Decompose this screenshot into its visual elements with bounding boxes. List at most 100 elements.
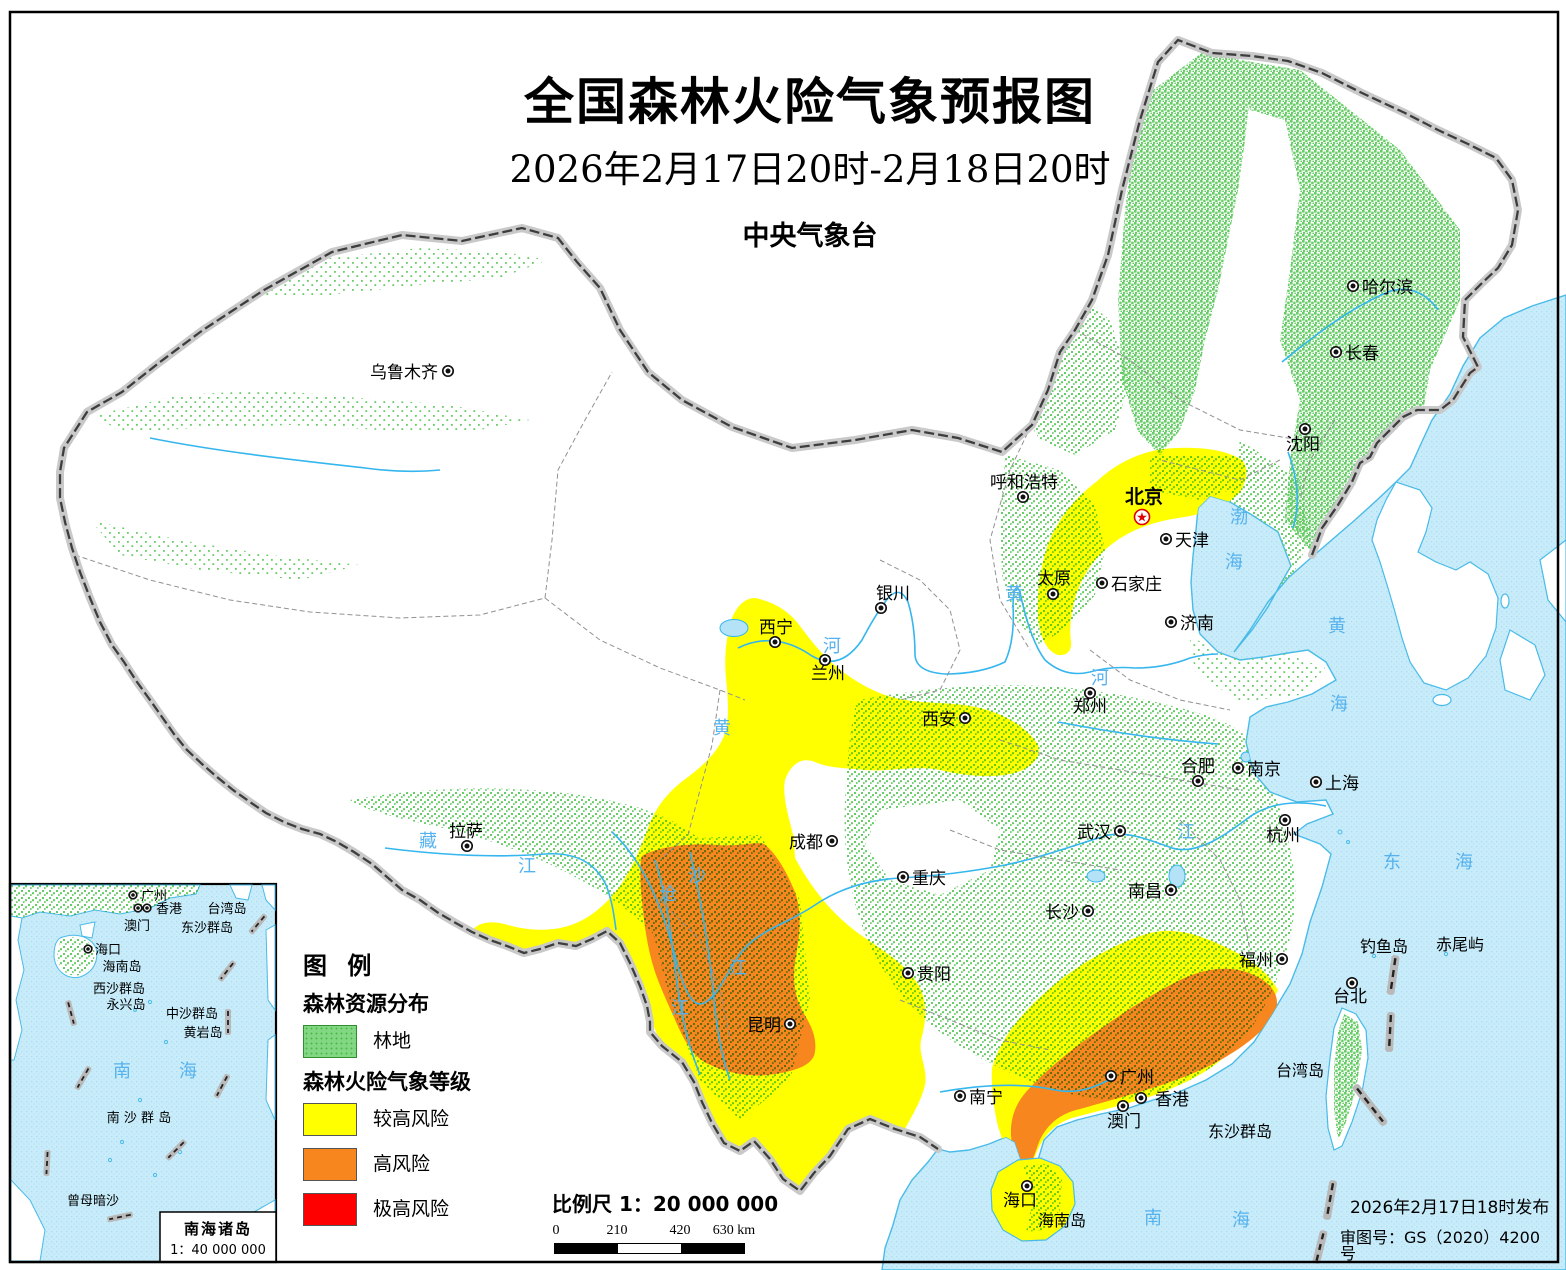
inset-label: 海	[179, 1061, 197, 1082]
inset-city-label: 香港	[156, 902, 182, 917]
city-label: 长春	[1345, 344, 1379, 364]
city: 石家庄	[1095, 575, 1162, 595]
city: 合肥	[1181, 757, 1215, 788]
legend-item-label: 林地	[373, 1030, 412, 1052]
inset-label: 东沙群岛	[181, 920, 233, 936]
inset-label: 台湾岛	[207, 901, 246, 917]
city-label: 上海	[1325, 774, 1359, 794]
inset-city: 广州	[128, 889, 167, 904]
water-label: 东	[1383, 852, 1401, 873]
capital-label: 北京	[1125, 485, 1163, 508]
city: 重庆	[896, 869, 946, 889]
legend-item-high-risk: 高风险	[303, 1148, 533, 1181]
poyang-lake	[1168, 864, 1186, 888]
water-label: 江	[729, 958, 747, 979]
water-label: 海	[1330, 694, 1348, 715]
capital-star-icon: ★	[1136, 511, 1148, 526]
city: 南京	[1231, 760, 1281, 780]
forest-swatch	[303, 1025, 357, 1058]
capital-city: ★ 北京	[1125, 485, 1163, 526]
city-label: 拉萨	[449, 822, 483, 842]
dongting-lake	[1086, 869, 1106, 883]
city-label: 天津	[1175, 531, 1209, 551]
legend-title: 图 例	[303, 952, 378, 980]
city-label: 香港	[1155, 1090, 1189, 1110]
national-border	[56, 36, 1522, 1195]
qinghai-lake	[719, 619, 749, 637]
inset-label: 西沙群岛	[93, 981, 145, 997]
city-label: 银川	[876, 584, 910, 604]
inset-label: 中沙群岛	[166, 1006, 218, 1022]
city-label: 郑州	[1073, 697, 1107, 717]
island-label: 台湾岛	[1276, 1061, 1324, 1080]
map-frame	[8, 10, 1560, 1264]
city: 澳门	[1107, 1099, 1141, 1132]
water-label: 黄	[1005, 584, 1023, 605]
inset-box-title: 南海诸岛	[184, 1220, 252, 1238]
nine-dash-line	[1312, 955, 1400, 1264]
island-label: 海南岛	[1038, 1211, 1086, 1230]
water-label: 沧	[659, 884, 677, 905]
release-info: 2026年2月17日18时发布 审图号：GS（2020）4200号	[1340, 1200, 1555, 1262]
legend: 图 例 森林资源分布 林地 森林火险气象等级 较高风险 高风险 极高风险	[303, 954, 533, 1238]
legend-item-label: 极高风险	[373, 1198, 450, 1220]
island-label: 钓鱼岛	[1360, 937, 1408, 956]
city-label: 济南	[1180, 614, 1214, 634]
scale-tick: 630 km	[712, 1223, 756, 1238]
korea-peninsula	[1371, 481, 1499, 691]
city: 银川	[874, 584, 910, 615]
release-time: 2026年2月17日18时发布	[1350, 1198, 1550, 1218]
scale-bar: 比例尺 1：20 000 000 0 210 420 630 km	[552, 1194, 782, 1258]
city: 西宁	[759, 618, 793, 649]
rivers	[149, 288, 1439, 1093]
water-label: 藏	[419, 831, 437, 852]
island-label: 东沙群岛	[1208, 1122, 1272, 1141]
city-label: 沈阳	[1286, 435, 1320, 455]
inset-box-scale: 1：40 000 000	[170, 1243, 266, 1258]
legend-item-extreme-risk: 极高风险	[303, 1193, 533, 1226]
water-label: 海	[1232, 1210, 1250, 1231]
legend-item-moderate-risk: 较高风险	[303, 1103, 533, 1136]
city-label: 石家庄	[1111, 575, 1162, 595]
legend-forest-heading: 森林资源分布	[303, 992, 429, 1016]
lakes	[719, 619, 1299, 888]
city-label: 南宁	[969, 1088, 1003, 1108]
jeju-island	[1432, 693, 1452, 707]
forecast-period: 2026年2月17日20时-2月18日20时	[509, 148, 1111, 191]
water-label: 河	[823, 636, 841, 657]
scale-title: 比例尺 1：20 000 000	[552, 1192, 779, 1216]
water-label: 海	[1455, 852, 1473, 873]
city-label: 太原	[1037, 569, 1071, 589]
water-label: 南	[1144, 1208, 1162, 1229]
city-label: 长沙	[1045, 903, 1079, 923]
water-label: 江	[1177, 822, 1195, 843]
south-china-sea-inset	[8, 882, 278, 1264]
city: 哈尔滨	[1346, 278, 1413, 298]
city: 昆明	[747, 1016, 797, 1036]
city-label: 澳门	[1107, 1112, 1141, 1132]
city-label: 西安	[922, 710, 956, 730]
city: 上海	[1309, 774, 1359, 794]
city: 南昌	[1128, 882, 1178, 902]
city-label: 广州	[1120, 1068, 1154, 1088]
islands	[990, 829, 1449, 1242]
high-risk-swatch	[303, 1148, 357, 1181]
city-label: 贵阳	[917, 965, 951, 985]
inset-label: 永兴岛	[106, 997, 145, 1013]
inset-label: 南	[113, 1061, 131, 1082]
water-label: 沙	[688, 866, 706, 887]
foreign-land	[1371, 481, 1566, 707]
city: 乌鲁木齐	[370, 363, 455, 383]
city: 沈阳	[1286, 422, 1320, 455]
city: 广州	[1104, 1068, 1154, 1088]
city-label: 合肥	[1181, 757, 1215, 777]
city: 郑州	[1073, 686, 1107, 717]
legend-item-forest: 林地	[303, 1025, 533, 1058]
extreme-risk-swatch	[303, 1193, 357, 1226]
city-label: 台北	[1333, 987, 1367, 1007]
scale-tick: 0	[552, 1223, 560, 1238]
inset-label: 海南岛	[102, 959, 141, 975]
city-label: 重庆	[912, 869, 946, 889]
